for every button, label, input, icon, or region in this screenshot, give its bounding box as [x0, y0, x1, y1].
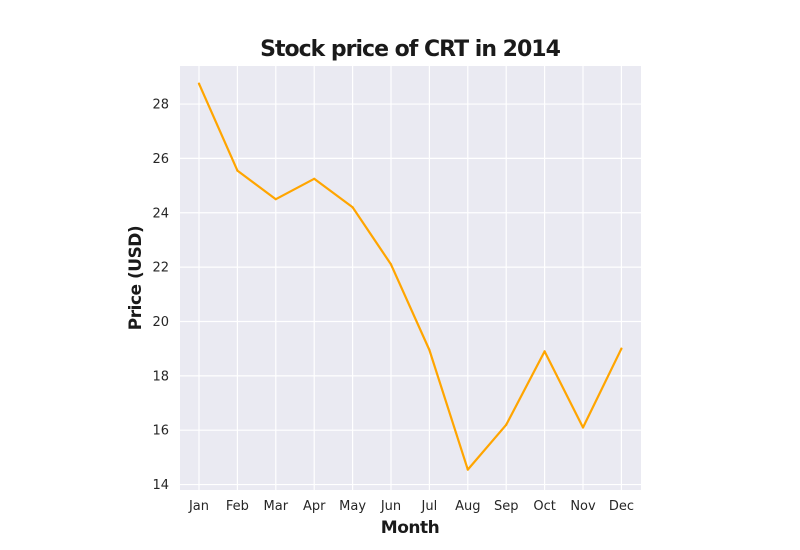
x-tick-label-dec: Dec: [609, 499, 634, 514]
y-tick-label-14: 14: [152, 478, 169, 493]
data-point-mar: [275, 198, 277, 200]
data-point-jul: [428, 349, 430, 351]
data-point-feb: [236, 170, 238, 172]
data-point-apr: [313, 178, 315, 180]
y-tick-label-20: 20: [152, 315, 169, 330]
y-tick-label-22: 22: [152, 261, 169, 276]
data-point-sep: [505, 424, 507, 426]
plot-area: [180, 66, 641, 490]
data-point-may: [352, 206, 354, 208]
x-axis-label: Month: [381, 518, 439, 538]
x-tick-label-jan: Jan: [188, 499, 209, 514]
data-point-jan: [198, 83, 200, 85]
data-point-oct: [544, 350, 546, 352]
y-tick-label-28: 28: [152, 98, 169, 113]
y-tick-label-16: 16: [152, 424, 169, 439]
x-tick-label-nov: Nov: [570, 499, 596, 514]
x-tick-label-may: May: [339, 499, 366, 514]
chart-title: Stock price of CRT in 2014: [260, 37, 560, 62]
y-tick-label-26: 26: [152, 152, 169, 167]
x-tick-label-aug: Aug: [455, 499, 480, 514]
data-point-jun: [390, 263, 392, 265]
y-tick-label-24: 24: [152, 206, 169, 221]
x-tick-label-mar: Mar: [264, 499, 289, 514]
y-tick-labels: 14 16 18 20 22 24 26 28: [152, 98, 169, 494]
x-tick-label-jul: Jul: [421, 499, 438, 514]
x-tick-label-feb: Feb: [226, 499, 249, 514]
x-tick-label-oct: Oct: [533, 499, 555, 514]
y-tick-label-18: 18: [152, 369, 169, 384]
x-tick-label-jun: Jun: [380, 499, 401, 514]
data-point-dec: [620, 348, 622, 350]
x-tick-labels: Jan Feb Mar Apr May Jun Jul Aug Sep Oct Nov Dec: [188, 499, 634, 514]
data-point-nov: [582, 426, 584, 428]
x-tick-label-sep: Sep: [494, 499, 519, 514]
data-point-aug: [467, 469, 469, 471]
x-tick-label-apr: Apr: [303, 499, 326, 514]
y-axis-label: Price (USD): [126, 226, 146, 330]
